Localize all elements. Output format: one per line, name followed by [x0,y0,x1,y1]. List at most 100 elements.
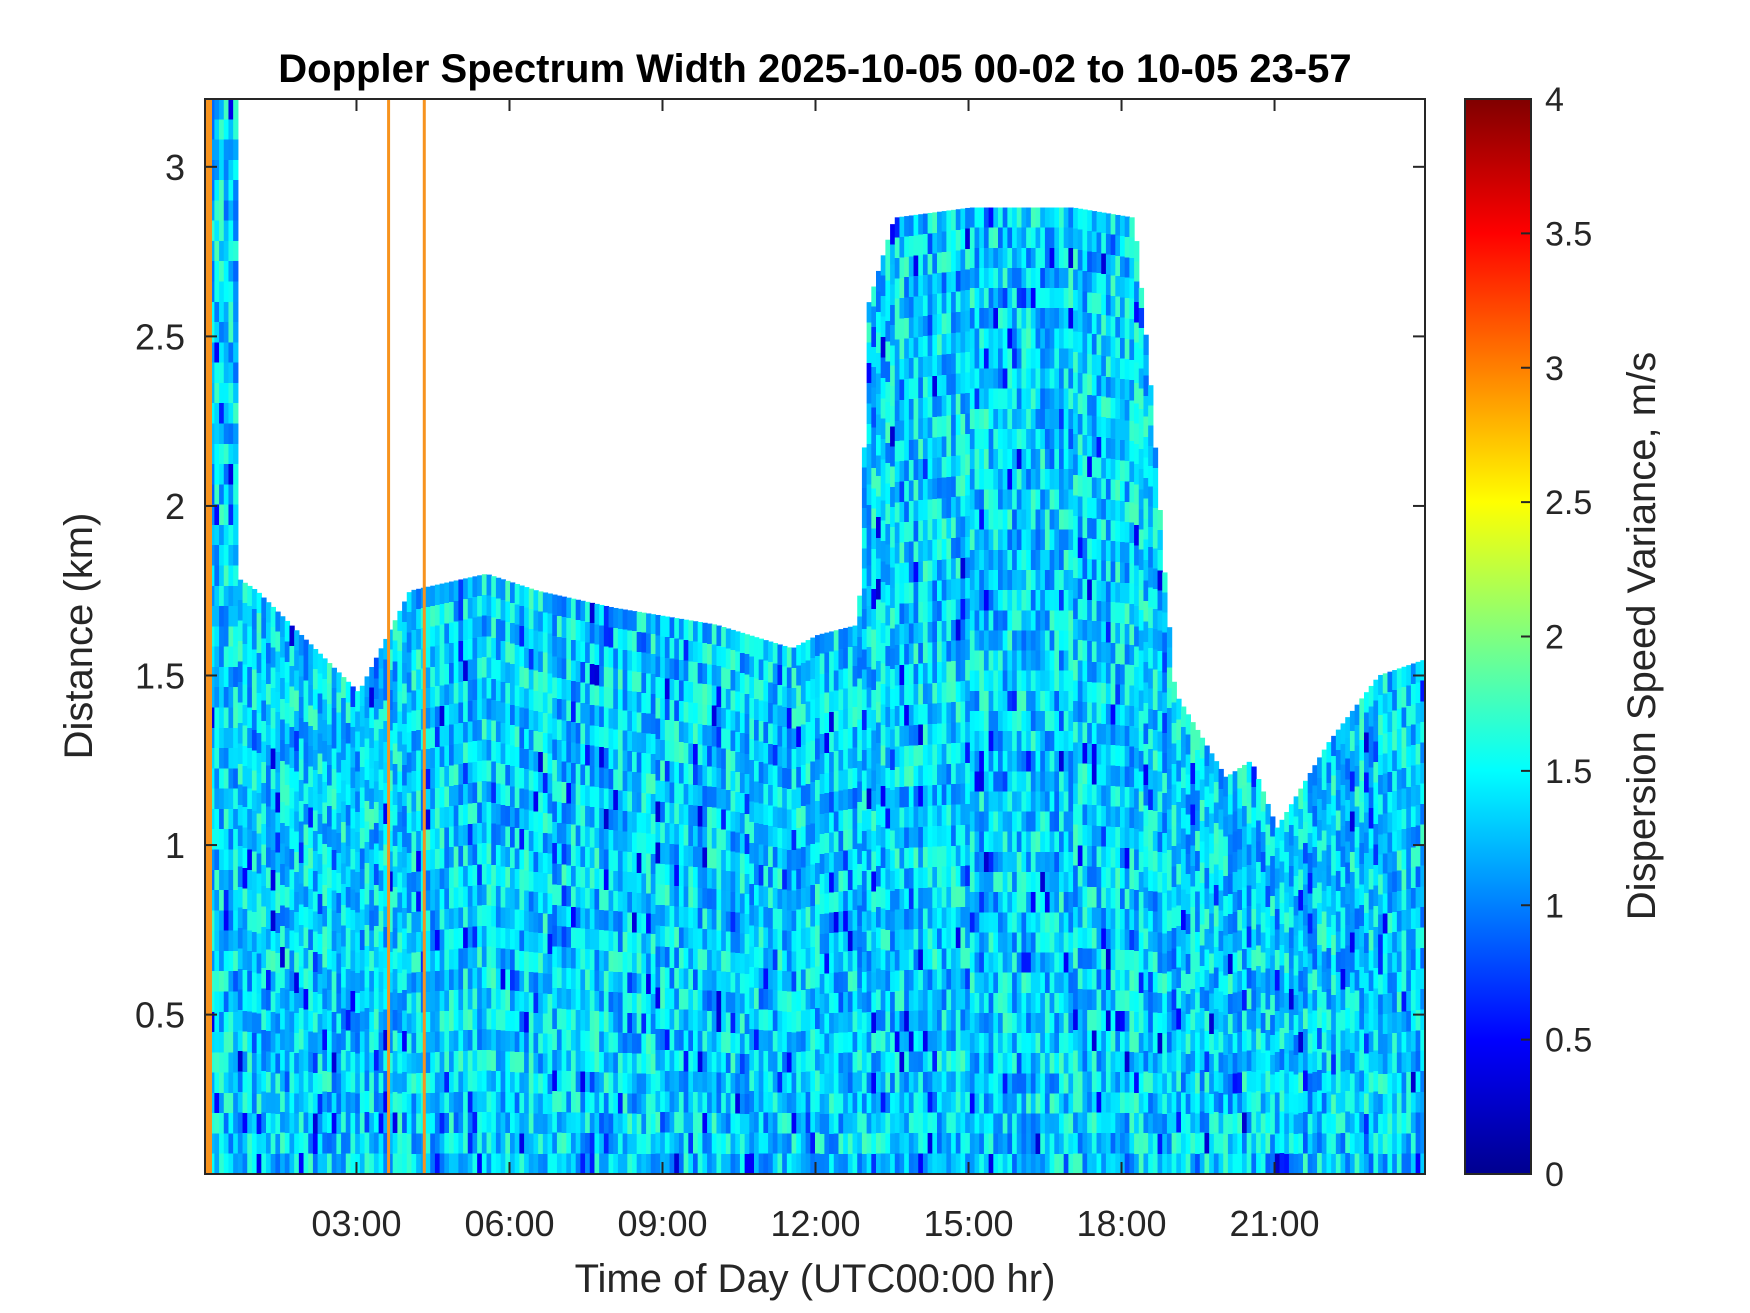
heatmap-column [524,587,530,1174]
heatmap-column [749,635,755,1174]
heatmap-column [721,627,727,1174]
heatmap-column [589,602,596,1174]
heatmap-column [861,447,868,1174]
heatmap-column [650,614,657,1174]
heatmap-column [223,99,230,1174]
heatmap-column [1204,745,1210,1174]
heatmap-column [477,575,483,1174]
heatmap-cells [205,99,1426,1175]
heatmap-column [1312,765,1318,1174]
heatmap-column [510,582,516,1174]
heatmap-column [233,99,239,1174]
heatmap-column [805,640,811,1174]
heatmap-column [214,99,220,1174]
heatmap-column [599,604,605,1174]
x-axis-ticks: 03:00 06:00 09:00 12:00 15:00 18:00 21:00 [311,99,1320,1244]
heatmap-column [1012,207,1018,1174]
heatmap-column [542,592,549,1174]
heatmap-column [528,588,535,1174]
colorbar-tick-label: 1 [1545,887,1564,925]
heatmap-column [754,637,760,1174]
heatmap-column [782,645,788,1174]
heatmap-column [388,629,394,1174]
x-tick-label: 06:00 [464,1203,554,1244]
heatmap-column [327,663,333,1174]
x-tick-label: 09:00 [617,1203,707,1244]
heatmap-column [1105,213,1112,1174]
colorbar-tick-label: 1.5 [1545,753,1592,791]
heatmap-column [711,624,718,1174]
heatmap-column [1349,710,1356,1174]
heatmap-column [1213,761,1220,1174]
heatmap-column [514,583,520,1174]
heatmap-column [678,618,685,1174]
heatmap-column [838,629,844,1174]
heatmap-column [777,644,783,1174]
heatmap-column [566,597,572,1174]
heatmap-column [988,207,994,1174]
heatmap-column [1007,207,1013,1174]
heatmap-column [284,620,291,1174]
heatmap-column [580,600,586,1174]
heatmap-column [308,644,314,1174]
heatmap-column [739,632,746,1174]
heatmap-column [594,603,600,1174]
heatmap-column [1246,761,1252,1174]
heatmap-column [242,582,248,1174]
heatmap-column [355,691,361,1174]
colorbar-tick-label: 0.5 [1545,1022,1592,1060]
heatmap-column [350,686,356,1174]
heatmap-column [247,585,253,1174]
heatmap-column [937,211,943,1174]
heatmap-column [453,580,459,1174]
plot-area: 03:00 06:00 09:00 12:00 15:00 18:00 21:00 0.5 1… [135,98,1426,1244]
colorbar-tick-label: 2 [1545,619,1564,657]
heatmap-column [1176,698,1182,1174]
heatmap-column [1016,207,1023,1174]
heatmap-column [1378,674,1384,1174]
heatmap-column [1232,771,1238,1174]
heatmap-column [1171,681,1177,1174]
heatmap-column [209,99,215,1174]
heatmap-column [341,677,347,1174]
heatmap-column [1166,627,1173,1174]
heatmap-column [763,640,769,1174]
heatmap-column [664,616,671,1174]
heatmap-column [927,212,933,1174]
heatmap-column [1335,729,1342,1174]
heatmap-column [1260,791,1267,1174]
heatmap-column [228,99,234,1174]
heatmap-column [880,255,886,1174]
heatmap-column [1317,757,1323,1174]
heatmap-column [819,633,825,1174]
y-tick-label: 2.5 [135,316,185,357]
heatmap-column [974,207,980,1174]
heatmap-column [857,595,863,1174]
heatmap-column [932,212,938,1174]
heatmap-column [1087,210,1093,1174]
heatmap-column [1293,796,1299,1174]
heatmap-column [430,585,436,1174]
heatmap-column [1364,692,1370,1174]
heatmap-column [1143,334,1149,1174]
heatmap-column [463,578,469,1174]
heatmap-column [1181,706,1187,1174]
heatmap-column [908,215,915,1174]
heatmap-column [913,214,919,1174]
heatmap-column [1209,753,1215,1174]
heatmap-column [219,99,225,1174]
heatmap-column [636,611,642,1174]
heatmap-column [998,207,1004,1174]
heatmap-column [1218,768,1224,1174]
orange-band [387,99,391,1174]
heatmap-column [871,286,877,1174]
heatmap-column [571,598,577,1174]
x-tick-label: 03:00 [311,1203,401,1244]
x-tick-label: 12:00 [770,1203,860,1244]
heatmap-column [796,645,802,1174]
heatmap-column [251,589,258,1174]
heatmap-column [1120,215,1126,1175]
heatmap-column [918,214,924,1174]
heatmap-column [538,591,544,1174]
